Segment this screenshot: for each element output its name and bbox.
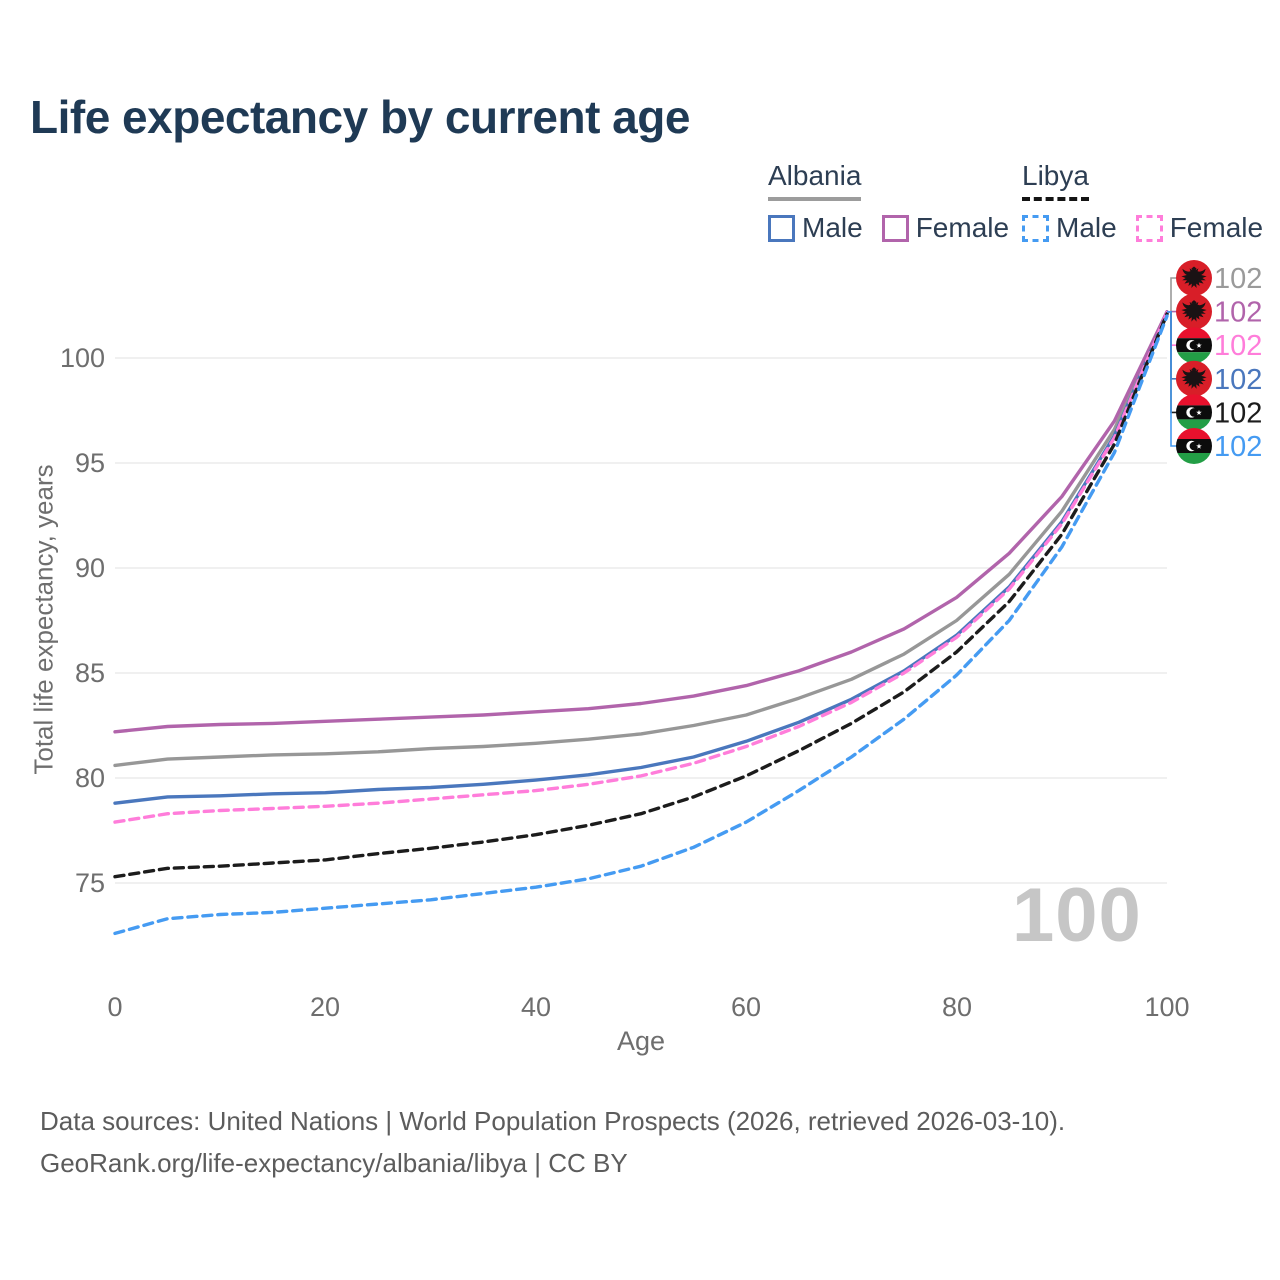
series-line-albania-female[interactable]	[113, 310, 1169, 734]
x-axis-title: Age	[616, 1026, 666, 1056]
x-tick-0: 0	[107, 992, 123, 1022]
series-line-libya-male[interactable]	[113, 314, 1169, 936]
end-label-value-albania: 102	[1214, 364, 1262, 396]
end-label-value-libya: 102	[1214, 330, 1262, 362]
y-tick-90: 90	[74, 553, 105, 583]
y-tick-75: 75	[74, 868, 105, 898]
legend-swatch-libya-male[interactable]	[1022, 214, 1049, 242]
series-line-albania-total[interactable]	[113, 310, 1169, 768]
legend-label-albania-male[interactable]: Male	[802, 212, 863, 243]
y-tick-100: 100	[59, 343, 105, 373]
legend-swatch-libya-female[interactable]	[1135, 214, 1163, 242]
end-label-value-libya: 102	[1214, 431, 1262, 463]
x-tick-20: 20	[309, 992, 341, 1022]
series-line-libya-female[interactable]	[113, 311, 1169, 824]
legend-label-libya-female[interactable]: Female	[1169, 212, 1264, 243]
albania-flag-icon	[1176, 360, 1212, 397]
x-tick-80: 80	[941, 992, 973, 1022]
y-axis-title: Total life expectancy, years	[28, 464, 59, 775]
x-tick-40: 40	[520, 992, 552, 1022]
legend-country-albania[interactable]: Albania	[768, 160, 862, 201]
albania-flag-icon	[1176, 293, 1212, 330]
age-watermark: 100	[1012, 873, 1142, 958]
end-label-value-libya: 102	[1214, 397, 1262, 429]
attribution-link[interactable]: GeoRank.org/life-expectancy/albania/liby…	[40, 1148, 628, 1178]
series-line-albania-male[interactable]	[113, 312, 1169, 805]
end-label-leader	[1167, 311, 1178, 447]
end-label-value-albania: 102	[1214, 297, 1262, 329]
legend-group-albania: Albania Male Female	[768, 160, 1028, 244]
data-sources-note: Data sources: United Nations | World Pop…	[40, 1106, 1066, 1136]
end-label-leader	[1167, 311, 1178, 414]
end-label-value-albania: 102	[1214, 263, 1262, 295]
series-line-libya-total[interactable]	[113, 312, 1169, 879]
end-label-leader	[1167, 311, 1178, 346]
x-tick-60: 60	[730, 992, 762, 1022]
libya-flag-icon	[1176, 327, 1212, 363]
legend-label-libya-male[interactable]: Male	[1056, 212, 1117, 243]
x-tick-100: 100	[1144, 992, 1190, 1022]
libya-flag-icon	[1176, 428, 1212, 464]
y-tick-80: 80	[74, 763, 105, 793]
albania-flag-icon	[1176, 260, 1212, 296]
legend-label-albania-female[interactable]: Female	[915, 212, 1010, 243]
legend-swatch-albania-male[interactable]	[768, 214, 795, 242]
legend-swatch-albania-female[interactable]	[881, 214, 909, 242]
page-title: Life expectancy by current age	[30, 91, 690, 143]
end-label-leader	[1167, 277, 1178, 313]
y-tick-85: 85	[74, 658, 105, 688]
libya-flag-icon	[1176, 394, 1212, 430]
y-tick-95: 95	[74, 448, 105, 478]
legend-country-libya[interactable]: Libya	[1022, 160, 1089, 201]
legend-group-libya: Libya Male Female	[1022, 160, 1280, 244]
